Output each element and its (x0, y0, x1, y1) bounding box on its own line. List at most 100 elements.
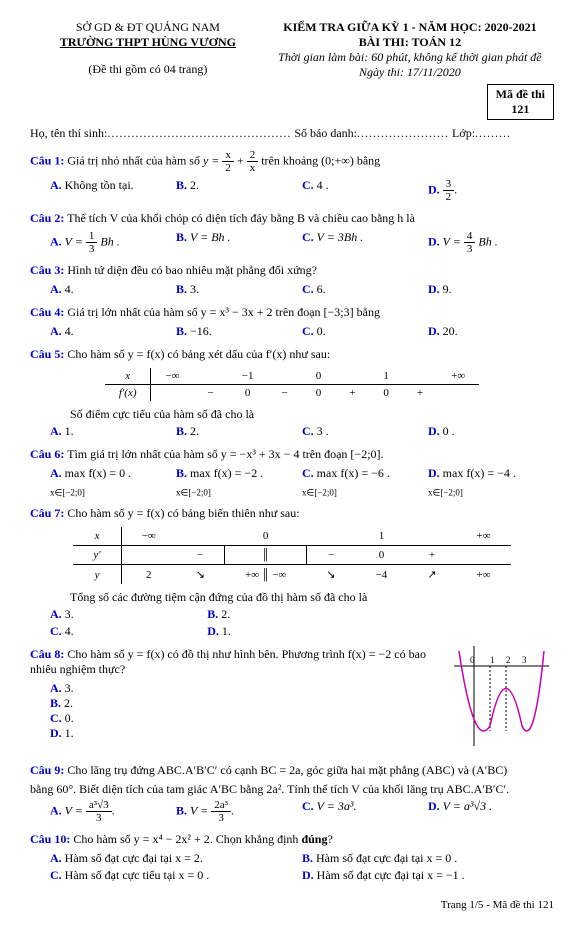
q5: Câu 5: Cho hàm số y = f(x) có bảng xét d… (30, 347, 554, 362)
q2-a-tail: Bh . (100, 234, 119, 248)
q1-d-frac: 32 (443, 178, 455, 203)
q6-text: Tìm giá trị lớn nhất của hàm số y = −x³ … (67, 447, 383, 461)
opt-b: B. (176, 424, 190, 438)
q9-a-tail: . (112, 804, 115, 818)
opt-a: A. (50, 424, 65, 438)
q4-d: 20. (443, 324, 458, 338)
q-label: Câu 6: (30, 447, 64, 461)
opt-c: C. (302, 282, 317, 296)
q8-b: 2. (64, 696, 73, 710)
opt-d: D. (428, 234, 443, 248)
cell: +∞ (457, 527, 511, 546)
q9-text1: Cho lăng trụ đứng ABC.A′B′C′ có cạnh BC … (67, 763, 507, 777)
q7: Câu 7: Cho hàm số y = f(x) có bảng biến … (30, 506, 554, 521)
q-label: Câu 5: (30, 347, 64, 361)
q1-frac2: 2x (247, 149, 259, 174)
opt-a: A. (50, 607, 65, 621)
q10-options-2: C. Hàm số đạt cực tiểu tại x = 0 . D. Hà… (50, 868, 554, 883)
q9: Câu 9: Cho lăng trụ đứng ABC.A′B′C′ có c… (30, 763, 554, 778)
q10-tail: ? (327, 832, 332, 846)
q3-d: 9. (443, 282, 452, 296)
q9-options: A. V = a³√33. B. V = 2a³3. C. V = 3a³. D… (50, 799, 554, 824)
q2-text: Thể tích V của khối chóp có diện tích đá… (67, 211, 415, 225)
q-label: Câu 4: (30, 305, 64, 319)
q2-b: V = Bh . (190, 230, 231, 244)
cell: − (306, 546, 355, 565)
class-label: Lớp: (452, 126, 475, 140)
q1-d-tail: . (454, 182, 457, 196)
opt-a: A. (50, 681, 65, 695)
subject: BÀI THI: TOÁN 12 (266, 35, 554, 50)
q4-c: 0. (317, 324, 326, 338)
opt-c: C. (50, 624, 65, 638)
cell: 2 (121, 565, 176, 585)
q9-b-tail: . (231, 804, 234, 818)
opt-a: A. (50, 466, 65, 480)
var-y: y (73, 565, 121, 585)
sign-fp: f′(x) (105, 385, 151, 402)
q-label: Câu 8: (30, 647, 64, 661)
q8-d: 1. (65, 726, 74, 740)
q6-d: max f(x) = −4 . (443, 466, 516, 480)
opt-d: D. (428, 324, 443, 338)
tick: 1 (490, 655, 495, 665)
opt-c: C. (302, 799, 317, 813)
q4-a: 4. (65, 324, 74, 338)
q2-d-frac: 43 (464, 230, 476, 255)
q6-b: max f(x) = −2 . (190, 466, 263, 480)
q6-a: max f(x) = 0 . (65, 466, 131, 480)
cell: +∞ (457, 565, 511, 585)
opt-b: B. (176, 324, 190, 338)
q-label: Câu 2: (30, 211, 64, 225)
q7-tail: Tổng số các đường tiệm cận đứng của đồ t… (70, 590, 554, 605)
cell: − (267, 385, 301, 402)
q7-d: 1. (222, 624, 231, 638)
opt-b: B. (176, 804, 190, 818)
q-label: Câu 3: (30, 263, 64, 277)
q10-a: Hàm số đạt cực đại tại x = 2. (65, 851, 203, 865)
dept: SỞ GD & ĐT QUẢNG NAM (30, 20, 266, 35)
code-label: Mã đề thi (496, 87, 545, 102)
q3-text: Hình tứ diện đều có bao nhiêu mặt phẳng … (67, 263, 317, 277)
q3: Câu 3: Hình tứ diện đều có bao nhiêu mặt… (30, 263, 554, 278)
sign-x: x (105, 368, 151, 385)
tick: 2 (506, 655, 511, 665)
opt-b: B. (176, 178, 190, 192)
q6-c: max f(x) = −6 . (317, 466, 390, 480)
duration: Thời gian làm bài: 60 phút, không kể thờ… (266, 50, 554, 65)
q7-options: A. 3. B. 2. (50, 607, 364, 622)
cell: −1 (228, 368, 268, 385)
q1-text: Giá trị nhỏ nhất của hàm số (67, 153, 200, 167)
opt-d: D. (428, 424, 443, 438)
cell: −4 (356, 565, 408, 585)
opt-a: A. (50, 851, 65, 865)
q9-a-frac: a³√33 (86, 799, 112, 824)
q6: Câu 6: Tìm giá trị lớn nhất của hàm số y… (30, 447, 554, 462)
exam-code-box: Mã đề thi 121 (487, 84, 554, 120)
q5-c: 3 . (317, 424, 329, 438)
q4: Câu 4: Giá trị lớn nhất của hàm số y = x… (30, 305, 554, 320)
q8-a: 3. (65, 681, 74, 695)
dots: ......... (475, 126, 511, 140)
var-x: x (73, 527, 121, 546)
cell: 0 (302, 368, 336, 385)
school: TRƯỜNG THPT HÙNG VƯƠNG (30, 35, 266, 50)
q4-b: −16. (190, 324, 212, 338)
q9-text2: bằng 60°. Biết diện tích của tam giác A′… (30, 782, 554, 797)
q2-options: A. V = 13 Bh . B. V = Bh . C. V = 3Bh . … (50, 230, 554, 255)
q4-options: A. 4. B. −16. C. 0. D. 20. (50, 324, 554, 339)
cell: 1 (356, 527, 408, 546)
q1-b: 2. (190, 178, 199, 192)
opt-c: C. (302, 178, 317, 192)
opt-a: A. (50, 282, 65, 296)
opt-d: D. (428, 282, 443, 296)
q1-frac1: x2 (222, 149, 234, 174)
opt-b: B. (176, 282, 190, 296)
cell: −∞ (121, 527, 176, 546)
dots: ........................................… (107, 126, 291, 140)
opt-b: B. (176, 466, 190, 480)
header-left: SỞ GD & ĐT QUẢNG NAM TRƯỜNG THPT HÙNG VƯ… (30, 20, 266, 120)
q6-sub: x∈[−2;0] (176, 487, 211, 497)
q9-a-pre: V = (65, 804, 83, 818)
opt-a: A. (50, 234, 65, 248)
